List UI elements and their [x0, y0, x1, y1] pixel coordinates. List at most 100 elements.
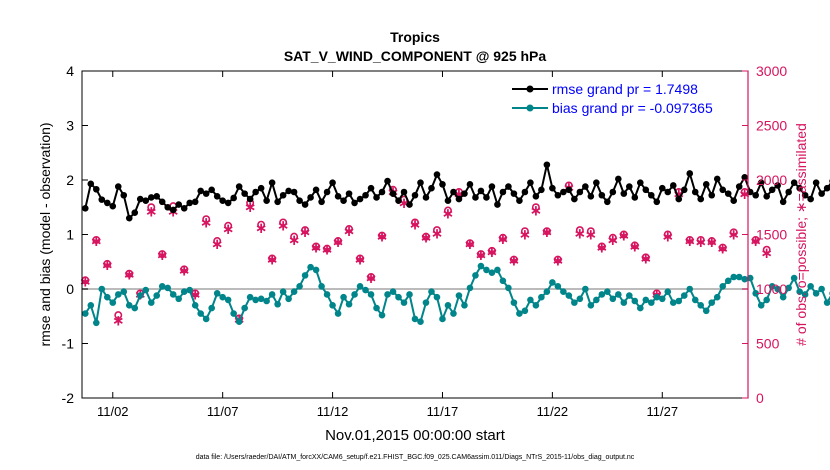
obs-possible-marker [367, 273, 376, 282]
rmse-point [389, 190, 397, 197]
right-y-tick-label: 500 [756, 336, 780, 352]
rmse-point [620, 190, 628, 197]
bias-point [340, 293, 347, 301]
right-y-tick-label: 0 [756, 390, 764, 406]
bias-point [208, 304, 215, 312]
obs-possible-marker [696, 235, 705, 244]
rmse-point [230, 194, 237, 202]
rmse-point [439, 181, 446, 188]
rmse-point [532, 193, 540, 200]
bias-point [691, 296, 699, 304]
bias-point [279, 288, 287, 296]
rmse-point [785, 188, 792, 196]
rmse-point [384, 177, 391, 185]
rmse-point [450, 188, 457, 196]
rmse-point [411, 191, 419, 199]
obs-assimilated-marker: ∗ [145, 203, 158, 221]
rmse-point [422, 194, 430, 201]
rmse-point [109, 202, 117, 210]
rmse-point [483, 194, 490, 201]
bias-point [307, 263, 314, 271]
rmse-point [796, 184, 803, 192]
bias-point [180, 288, 188, 296]
bias-point [87, 302, 95, 309]
legend-rmse-label: rmse grand pr = 1.7498 [552, 81, 698, 97]
bias-point [125, 302, 133, 309]
bias-point [362, 286, 369, 294]
rmse-point [609, 188, 617, 196]
obs-assimilated-marker: ∗ [266, 250, 279, 268]
rmse-point [120, 191, 128, 199]
bias-point [417, 318, 424, 326]
rmse-point [318, 198, 325, 206]
rmse-point [730, 197, 738, 205]
bias-point [702, 307, 710, 315]
bias-point [763, 296, 770, 304]
obs-assimilated-marker: ∗ [607, 231, 620, 249]
data-file-footnote: data file: /Users/raeder/DAI/ATM_forcXX/… [196, 454, 635, 461]
rmse-point [647, 191, 655, 199]
obs-assimilated-marker: ∗ [464, 235, 477, 253]
bias-point [120, 288, 128, 296]
bias-point [527, 296, 534, 304]
bias-point [274, 300, 281, 308]
obs-possible-marker [542, 227, 551, 236]
bias-point [433, 293, 441, 301]
obs-possible-marker [531, 203, 540, 212]
bias-point [367, 291, 375, 298]
rmse-point [680, 186, 688, 194]
obs-possible-marker [597, 242, 606, 251]
rmse-point [472, 194, 479, 201]
rmse-point [626, 183, 633, 190]
bias-point [576, 295, 584, 303]
bias-point [191, 302, 199, 309]
obs-assimilated-marker: ∗ [376, 228, 389, 246]
obs-possible-marker [125, 269, 134, 278]
rmse-point [406, 201, 413, 208]
rmse-point [724, 190, 732, 197]
rmse-point [461, 190, 468, 197]
obs-possible-marker [498, 233, 507, 242]
obs-possible-marker [520, 227, 529, 236]
obs-possible-marker [476, 250, 485, 259]
rmse-point [774, 182, 781, 189]
obs-assimilated-marker: ∗ [255, 219, 268, 237]
bias-point [395, 293, 402, 301]
rmse-point [455, 195, 463, 203]
obs-possible-marker [257, 220, 266, 229]
obs-possible-marker [92, 235, 101, 244]
bias-point [439, 315, 446, 323]
rmse-point [576, 188, 584, 196]
obs-assimilated-marker: ∗ [618, 227, 631, 245]
rmse-point [147, 194, 155, 201]
obs-assimilated-marker: ∗ [585, 225, 598, 243]
bias-point [301, 272, 309, 279]
obs-assimilated-marker: ∗ [749, 232, 762, 250]
bias-point [730, 273, 738, 281]
rmse-point [417, 179, 424, 187]
obs-assimilated-marker: ∗ [760, 244, 773, 262]
rmse-point [741, 173, 749, 181]
rmse-point [658, 184, 666, 192]
bias-point [724, 277, 732, 285]
rmse-point [598, 191, 606, 199]
rmse-point [235, 183, 243, 190]
bias-point [257, 295, 265, 303]
bias-point [197, 310, 204, 317]
bias-point [164, 284, 172, 292]
rmse-point [191, 198, 199, 206]
rmse-point [257, 184, 265, 192]
obs-possible-marker [356, 254, 365, 263]
rmse-point [477, 187, 485, 195]
bias-point [169, 291, 177, 298]
obs-possible-marker [279, 218, 288, 227]
obs-assimilated-marker: ∗ [123, 266, 136, 284]
bias-point [356, 282, 364, 290]
rmse-point [164, 203, 172, 211]
obs-possible-marker [191, 289, 200, 298]
rmse-point [713, 175, 721, 183]
rmse-point [549, 184, 556, 192]
obs-assimilated-marker: ∗ [365, 269, 378, 287]
obs-assimilated-marker: ∗ [354, 250, 367, 268]
